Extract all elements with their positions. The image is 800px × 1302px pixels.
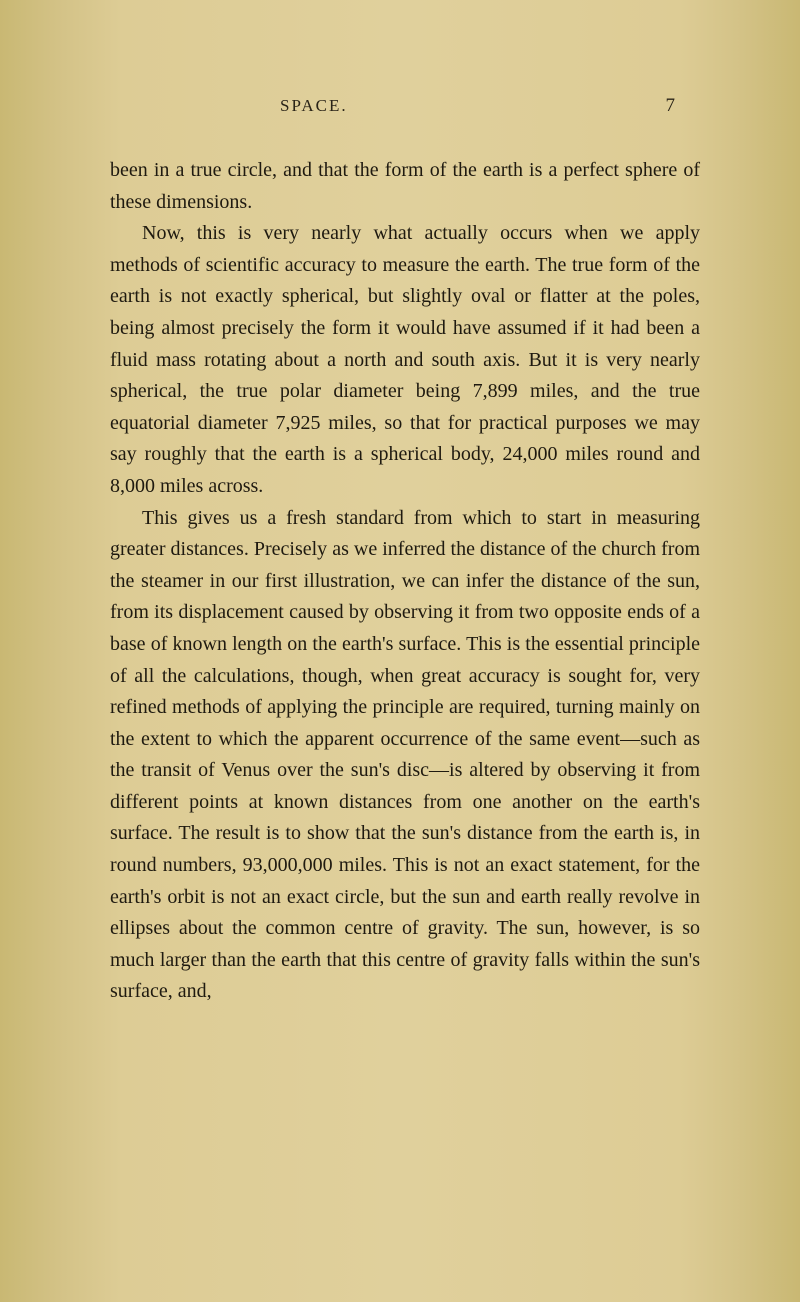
page-number: 7 (666, 95, 691, 117)
section-title: SPACE. (280, 96, 348, 116)
page-header: SPACE. 7 (110, 95, 700, 117)
paragraph-2: Now, this is very nearly what actually o… (110, 218, 700, 502)
body-text: been in a true circle, and that the form… (110, 155, 700, 1008)
paragraph-1: been in a true circle, and that the form… (110, 155, 700, 218)
document-page: SPACE. 7 been in a true circle, and that… (0, 0, 800, 1068)
paragraph-3: This gives us a fresh standard from whic… (110, 503, 700, 1009)
